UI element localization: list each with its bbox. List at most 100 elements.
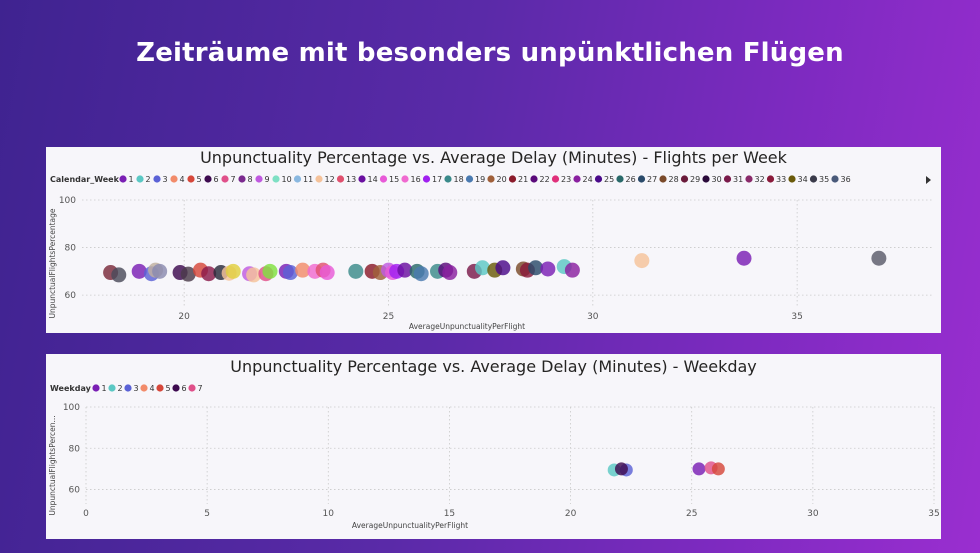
legend-label-31: 31	[733, 175, 743, 184]
legend-marker-18[interactable]	[444, 175, 452, 183]
legend-marker-36[interactable]	[831, 175, 839, 183]
legend-marker-5[interactable]	[187, 175, 195, 183]
legend-marker-25[interactable]	[594, 175, 603, 183]
legend-marker-6[interactable]	[172, 384, 180, 392]
x-tick-label: 25	[686, 509, 697, 519]
legend-marker-4[interactable]	[140, 384, 148, 392]
week-scatter-panel[interactable]: Unpunctuality Percentage vs. Average Del…	[46, 147, 941, 333]
x-tick-label: 10	[323, 509, 335, 519]
legend-marker-19[interactable]	[465, 175, 474, 183]
data-point[interactable]	[152, 263, 168, 279]
legend-label-10: 10	[282, 175, 292, 184]
y-axis-title: UnpunctualFlightsPercentage	[48, 208, 57, 318]
legend-marker-26[interactable]	[616, 175, 624, 183]
data-point[interactable]	[282, 265, 298, 281]
legend-marker-7[interactable]	[188, 384, 196, 392]
data-point[interactable]	[397, 262, 413, 278]
legend-marker-2[interactable]	[136, 175, 144, 183]
data-point[interactable]	[614, 462, 628, 476]
legend-label-3: 3	[163, 175, 168, 184]
legend-marker-28[interactable]	[659, 175, 667, 183]
legend-marker-10[interactable]	[272, 175, 280, 183]
legend-marker-1[interactable]	[92, 384, 100, 392]
legend-marker-34[interactable]	[788, 175, 796, 183]
y-axis-title: UnpunctualFlightsPercen...	[48, 415, 57, 515]
data-point[interactable]	[871, 250, 887, 266]
legend-marker-8[interactable]	[238, 175, 246, 183]
data-point[interactable]	[111, 267, 127, 283]
legend-label-30: 30	[712, 175, 722, 184]
legend-marker-17[interactable]	[422, 175, 431, 183]
legend-marker-23[interactable]	[551, 175, 560, 183]
y-tick-label: 100	[59, 196, 76, 206]
legend-marker-35[interactable]	[809, 175, 818, 183]
x-tick-label: 25	[383, 312, 394, 322]
data-point[interactable]	[225, 263, 241, 279]
legend-marker-7[interactable]	[221, 175, 229, 183]
y-tick-label: 100	[63, 403, 80, 413]
legend-label-32: 32	[755, 175, 765, 184]
legend-marker-20[interactable]	[487, 175, 495, 183]
legend-label-1: 1	[129, 175, 134, 184]
legend-label-29: 29	[690, 175, 700, 184]
data-point[interactable]	[528, 260, 544, 276]
chevron-right-icon[interactable]	[926, 176, 931, 184]
legend-marker-5[interactable]	[156, 384, 164, 392]
legend-marker-21[interactable]	[508, 175, 517, 183]
legend-marker-3[interactable]	[153, 175, 161, 183]
legend-title: Weekday	[50, 384, 92, 393]
legend-label-20: 20	[497, 175, 507, 184]
legend-label-7: 7	[198, 384, 203, 393]
legend-marker-16[interactable]	[401, 175, 409, 183]
data-point[interactable]	[246, 267, 262, 283]
data-point[interactable]	[262, 263, 278, 279]
legend-marker-15[interactable]	[379, 175, 388, 183]
legend-marker-29[interactable]	[680, 175, 689, 183]
data-point[interactable]	[131, 263, 147, 279]
data-point[interactable]	[634, 253, 650, 269]
data-point[interactable]	[295, 262, 311, 278]
legend-marker-32[interactable]	[745, 175, 753, 183]
data-point[interactable]	[736, 250, 752, 266]
weekday-scatter-panel[interactable]: Unpunctuality Percentage vs. Average Del…	[46, 354, 941, 539]
data-point[interactable]	[711, 462, 725, 476]
legend-marker-1[interactable]	[119, 175, 127, 183]
data-point[interactable]	[319, 265, 335, 281]
data-point[interactable]	[540, 261, 556, 277]
legend-marker-13[interactable]	[336, 175, 345, 183]
legend-label-24: 24	[583, 175, 593, 184]
legend-marker-6[interactable]	[204, 175, 212, 183]
legend-marker-33[interactable]	[766, 175, 775, 183]
legend-marker-11[interactable]	[293, 175, 302, 183]
legend-marker-3[interactable]	[124, 384, 132, 392]
data-point[interactable]	[201, 266, 217, 282]
legend-marker-31[interactable]	[723, 175, 732, 183]
legend-marker-27[interactable]	[637, 175, 646, 183]
legend-label-1: 1	[102, 384, 107, 393]
data-point[interactable]	[692, 462, 706, 476]
x-tick-label: 30	[587, 312, 599, 322]
data-point[interactable]	[180, 266, 196, 282]
chart-title: Unpunctuality Percentage vs. Average Del…	[200, 148, 788, 167]
legend-label-36: 36	[841, 175, 851, 184]
data-point[interactable]	[474, 260, 490, 276]
legend-marker-24[interactable]	[573, 175, 581, 183]
legend-marker-4[interactable]	[170, 175, 178, 183]
x-tick-label: 5	[204, 509, 210, 519]
data-point[interactable]	[564, 262, 580, 278]
x-tick-label: 35	[791, 312, 802, 322]
data-point[interactable]	[413, 266, 429, 282]
legend-marker-30[interactable]	[702, 175, 710, 183]
data-point[interactable]	[495, 260, 511, 276]
data-point[interactable]	[348, 263, 364, 279]
data-point[interactable]	[442, 265, 458, 281]
legend-marker-12[interactable]	[315, 175, 323, 183]
legend-marker-2[interactable]	[108, 384, 116, 392]
legend-marker-9[interactable]	[255, 175, 263, 183]
legend-marker-14[interactable]	[358, 175, 366, 183]
week-scatter-chart[interactable]: Unpunctuality Percentage vs. Average Del…	[46, 147, 941, 333]
y-tick-label: 80	[65, 244, 77, 254]
weekday-scatter-chart[interactable]: Unpunctuality Percentage vs. Average Del…	[46, 354, 941, 539]
legend-label-13: 13	[346, 175, 356, 184]
legend-marker-22[interactable]	[530, 175, 538, 183]
